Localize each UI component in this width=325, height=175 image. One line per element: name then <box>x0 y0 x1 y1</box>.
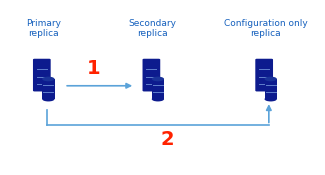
Ellipse shape <box>42 77 55 81</box>
Ellipse shape <box>152 77 164 81</box>
Text: 1: 1 <box>86 59 100 78</box>
FancyBboxPatch shape <box>143 59 160 92</box>
Bar <box>42 79 55 99</box>
Ellipse shape <box>42 97 55 101</box>
FancyBboxPatch shape <box>33 59 51 92</box>
Ellipse shape <box>265 77 277 81</box>
Text: 2: 2 <box>161 130 174 149</box>
FancyBboxPatch shape <box>255 59 273 92</box>
Text: Configuration only
replica: Configuration only replica <box>224 19 307 38</box>
Bar <box>265 79 277 99</box>
Text: Primary
replica: Primary replica <box>26 19 61 38</box>
Text: Secondary
replica: Secondary replica <box>129 19 177 38</box>
Ellipse shape <box>265 97 277 101</box>
Bar <box>152 79 164 99</box>
Ellipse shape <box>152 97 164 101</box>
